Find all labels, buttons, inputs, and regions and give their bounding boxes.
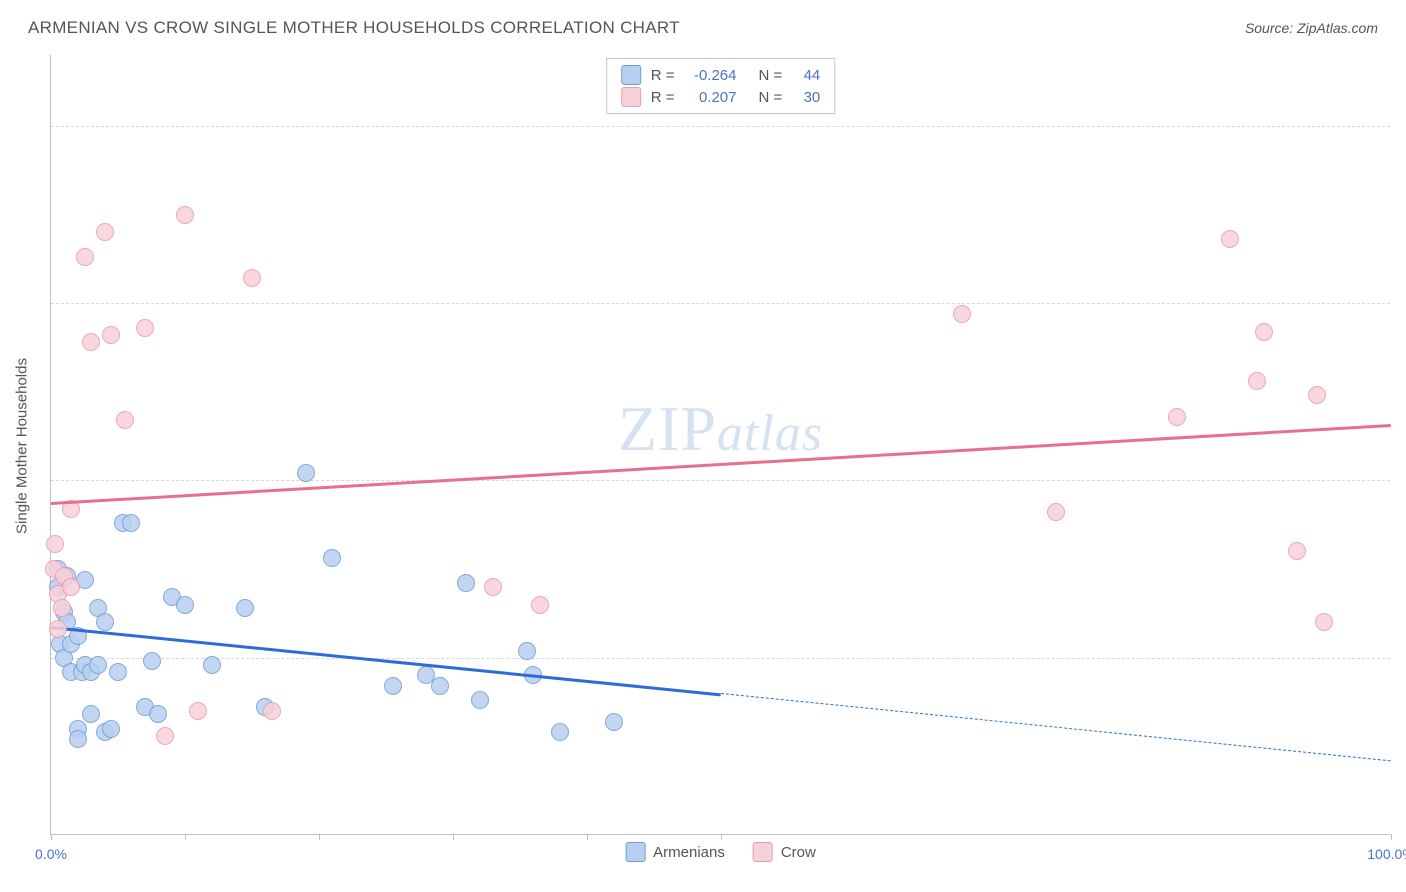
n-label: N = [759, 67, 783, 84]
data-point [89, 656, 107, 674]
data-point [484, 578, 502, 596]
data-point [82, 705, 100, 723]
legend-row-crow: R = 0.207 N = 30 [621, 86, 821, 108]
x-tick [453, 834, 454, 840]
n-value-crow: 30 [792, 89, 820, 106]
data-point [122, 514, 140, 532]
n-value-armenians: 44 [792, 67, 820, 84]
r-label: R = [651, 89, 675, 106]
data-point [189, 702, 207, 720]
r-value-crow: 0.207 [685, 89, 737, 106]
data-point [551, 723, 569, 741]
data-point [243, 269, 261, 287]
trend-line [51, 424, 1391, 504]
r-value-armenians: -0.264 [685, 67, 737, 84]
chart-title: ARMENIAN VS CROW SINGLE MOTHER HOUSEHOLD… [28, 18, 680, 38]
data-point [384, 677, 402, 695]
data-point [102, 326, 120, 344]
data-point [1221, 230, 1239, 248]
watermark-part2: atlas [717, 405, 823, 462]
chart-source: Source: ZipAtlas.com [1245, 20, 1378, 36]
r-label: R = [651, 67, 675, 84]
legend-item-armenians: Armenians [625, 842, 725, 862]
x-tick [587, 834, 588, 840]
data-point [1248, 372, 1266, 390]
gridline [51, 658, 1390, 659]
data-point [953, 305, 971, 323]
watermark-part1: ZIP [618, 393, 717, 464]
data-point [531, 596, 549, 614]
data-point [62, 578, 80, 596]
x-tick-label: 100.0% [1367, 846, 1406, 862]
gridline [51, 126, 1390, 127]
legend-item-crow: Crow [753, 842, 816, 862]
data-point [96, 223, 114, 241]
x-tick [51, 834, 52, 840]
data-point [323, 549, 341, 567]
data-point [236, 599, 254, 617]
data-point [518, 642, 536, 660]
data-point [53, 599, 71, 617]
y-tick-label: 20.0% [1395, 118, 1406, 134]
swatch-pink-icon [753, 842, 773, 862]
swatch-blue-icon [625, 842, 645, 862]
gridline [51, 480, 1390, 481]
x-tick [1391, 834, 1392, 840]
swatch-pink-icon [621, 87, 641, 107]
data-point [1308, 386, 1326, 404]
watermark: ZIPatlas [618, 392, 823, 466]
x-tick [319, 834, 320, 840]
data-point [431, 677, 449, 695]
y-tick-label: 5.0% [1395, 650, 1406, 666]
x-tick-label: 0.0% [35, 846, 67, 862]
legend-label-crow: Crow [781, 844, 816, 861]
scatter-chart: ZIPatlas R = -0.264 N = 44 R = 0.207 N =… [50, 55, 1390, 835]
swatch-blue-icon [621, 65, 641, 85]
data-point [1288, 542, 1306, 560]
data-point [457, 574, 475, 592]
data-point [297, 464, 315, 482]
data-point [136, 319, 154, 337]
data-point [49, 620, 67, 638]
data-point [176, 206, 194, 224]
data-point [82, 333, 100, 351]
data-point [605, 713, 623, 731]
data-point [1047, 503, 1065, 521]
y-axis-label: Single Mother Households [14, 358, 31, 534]
data-point [109, 663, 127, 681]
chart-header: ARMENIAN VS CROW SINGLE MOTHER HOUSEHOLD… [0, 0, 1406, 50]
gridline [51, 303, 1390, 304]
source-name: ZipAtlas.com [1297, 20, 1378, 36]
x-tick [185, 834, 186, 840]
data-point [116, 411, 134, 429]
data-point [1315, 613, 1333, 631]
y-tick-label: 15.0% [1395, 295, 1406, 311]
legend-series: Armenians Crow [625, 842, 816, 862]
data-point [102, 720, 120, 738]
data-point [176, 596, 194, 614]
legend-correlation: R = -0.264 N = 44 R = 0.207 N = 30 [606, 58, 836, 114]
legend-row-armenians: R = -0.264 N = 44 [621, 64, 821, 86]
data-point [143, 652, 161, 670]
legend-label-armenians: Armenians [653, 844, 725, 861]
data-point [46, 535, 64, 553]
data-point [263, 702, 281, 720]
trend-line-dashed [721, 693, 1391, 761]
data-point [203, 656, 221, 674]
data-point [96, 613, 114, 631]
n-label: N = [759, 89, 783, 106]
data-point [1168, 408, 1186, 426]
source-prefix: Source: [1245, 20, 1297, 36]
data-point [149, 705, 167, 723]
x-tick [721, 834, 722, 840]
data-point [69, 730, 87, 748]
data-point [471, 691, 489, 709]
y-tick-label: 10.0% [1395, 472, 1406, 488]
data-point [1255, 323, 1273, 341]
data-point [156, 727, 174, 745]
data-point [76, 248, 94, 266]
